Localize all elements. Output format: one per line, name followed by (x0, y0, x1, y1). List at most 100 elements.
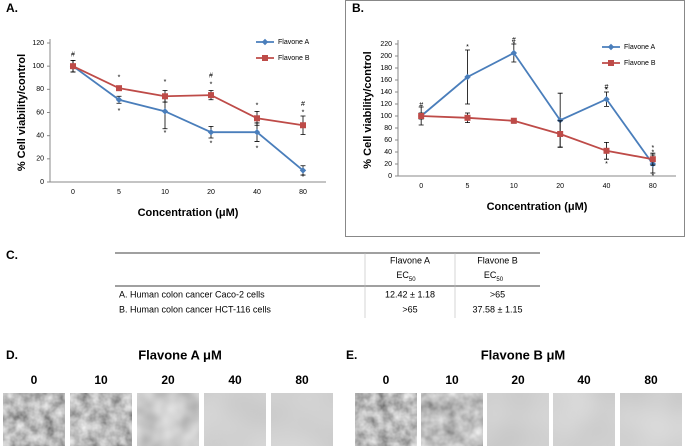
data-point (208, 92, 214, 99)
data-point (116, 85, 122, 92)
annotation: * (605, 87, 608, 94)
data-point (603, 96, 610, 103)
data-point (300, 122, 306, 129)
micrograph (204, 393, 266, 446)
annotation: * (651, 145, 654, 152)
micrograph-title: Flavone A μM (138, 347, 222, 362)
table-cell: 12.42 ± 1.18 (385, 289, 435, 299)
micrograph-label: 0 (383, 373, 390, 387)
x-tick-label: 0 (419, 183, 423, 190)
annotation: * (466, 44, 469, 51)
data-point (161, 108, 169, 115)
micrograph-label: 10 (94, 373, 108, 387)
micrograph-label: 80 (295, 373, 309, 387)
y-tick-label: 80 (36, 86, 44, 93)
y-tick-label: 0 (388, 173, 392, 180)
micrograph-label: 0 (31, 373, 38, 387)
y-tick-label: 60 (36, 109, 44, 116)
subheader-text: EC (484, 270, 497, 280)
annotation: * (256, 102, 259, 109)
data-point (603, 147, 610, 154)
x-tick-label: 80 (649, 183, 657, 190)
legend-marker (607, 43, 615, 51)
x-tick-label: 20 (556, 183, 564, 190)
legend-label: Flavone B (624, 60, 656, 67)
table-subheader: EC50 (484, 270, 504, 282)
micrograph (355, 393, 417, 446)
data-point (557, 131, 564, 137)
chart-frame (345, 0, 685, 237)
micrograph (421, 393, 483, 446)
x-axis-title: Concentration (μM) (138, 207, 239, 219)
annotation: * (210, 82, 213, 89)
legend-label: Flavone A (278, 39, 309, 46)
data-point (510, 49, 518, 57)
micrograph (271, 393, 333, 446)
x-axis-title: Concentration (μM) (487, 201, 588, 213)
data-point (649, 156, 656, 163)
y-tick-label: 180 (380, 65, 392, 72)
annotation: # (71, 51, 75, 58)
data-point (510, 117, 517, 124)
table-header: Flavone A (390, 255, 430, 265)
panel-label: C. (6, 248, 18, 262)
data-point (464, 114, 471, 121)
annotation: * (651, 173, 654, 180)
series-line (72, 65, 304, 172)
y-tick-label: 20 (36, 156, 44, 163)
panel-label: B. (352, 1, 364, 15)
micrograph (137, 393, 199, 446)
table-cell: >65 (402, 304, 417, 314)
data-point (299, 167, 307, 174)
data-point (253, 128, 261, 136)
annotation: * (256, 145, 259, 152)
annotation: * (605, 161, 608, 168)
panel-label: D. (6, 348, 18, 362)
y-axis-title: % Cell viability/control (362, 51, 374, 168)
micrograph-label: 80 (644, 373, 658, 387)
y-tick-label: 20 (384, 161, 392, 168)
panel-label: A. (6, 1, 18, 15)
y-tick-label: 0 (40, 179, 44, 186)
micrograph (620, 393, 682, 446)
x-tick-label: 80 (299, 189, 307, 196)
legend-label: Flavone B (278, 55, 310, 62)
annotation: * (302, 109, 305, 116)
annotation: # (419, 102, 423, 109)
y-tick-label: 100 (380, 113, 392, 120)
y-tick-label: 40 (36, 133, 44, 140)
micrograph (487, 393, 549, 446)
subheader-sub: 50 (496, 277, 503, 283)
annotation: * (164, 79, 167, 86)
x-tick-label: 0 (71, 189, 75, 196)
y-tick-label: 160 (380, 77, 392, 84)
micrograph-label: 20 (511, 373, 525, 387)
annotation: # (209, 72, 213, 79)
y-tick-label: 140 (380, 89, 392, 96)
x-tick-label: 20 (207, 189, 215, 196)
table-cell: 37.58 ± 1.15 (473, 304, 523, 314)
micrograph-label: 20 (161, 373, 175, 387)
y-tick-label: 220 (380, 41, 392, 48)
annotation: * (210, 141, 213, 148)
legend-marker (261, 38, 269, 46)
data-point (162, 93, 168, 100)
y-tick-label: 120 (32, 40, 44, 47)
x-tick-label: 10 (161, 189, 169, 196)
micrograph-label: 40 (577, 373, 591, 387)
legend-marker (262, 55, 268, 61)
y-tick-label: 200 (380, 53, 392, 60)
annotation: * (302, 174, 305, 181)
y-tick-label: 40 (384, 149, 392, 156)
annotation: * (118, 108, 121, 115)
subheader-text: EC (396, 270, 409, 280)
legend-marker (608, 60, 614, 66)
data-point (464, 73, 471, 81)
micrograph-label: 40 (228, 373, 242, 387)
annotation: * (651, 149, 654, 156)
micrograph-label: 10 (445, 373, 459, 387)
data-point (254, 115, 260, 122)
table-cell: A. Human colon cancer Caco-2 cells (119, 289, 265, 299)
y-tick-label: 100 (32, 63, 44, 70)
